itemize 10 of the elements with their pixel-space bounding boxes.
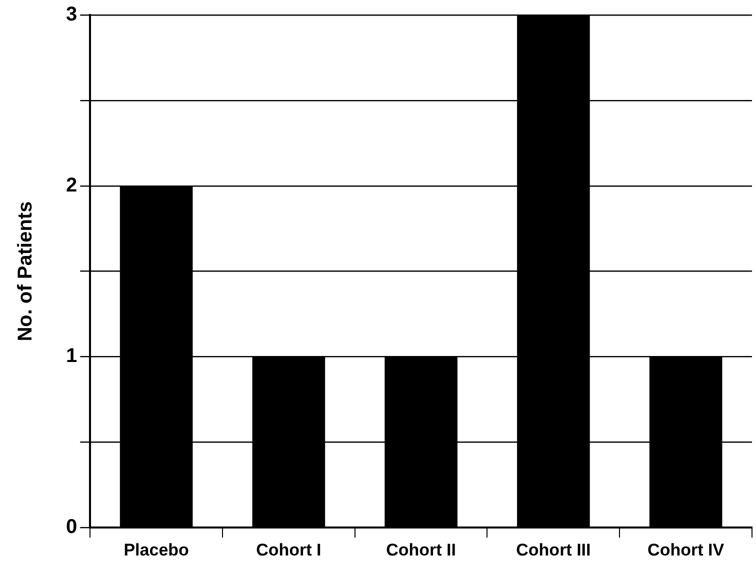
x-tick-label: Cohort IV	[648, 540, 725, 560]
y-tick-label: 1	[66, 345, 78, 368]
x-tick-label: Cohort II	[386, 540, 456, 560]
y-tick-label: 2	[66, 174, 78, 196]
y-tick-label: 3	[66, 4, 78, 26]
x-tick-label: Cohort I	[256, 540, 322, 560]
y-axis-title: No. of Patients	[14, 201, 37, 342]
y-tick-label: 0	[66, 516, 78, 538]
x-tick-label: Placebo	[124, 540, 189, 560]
x-tick-label: Cohort III	[516, 540, 591, 560]
